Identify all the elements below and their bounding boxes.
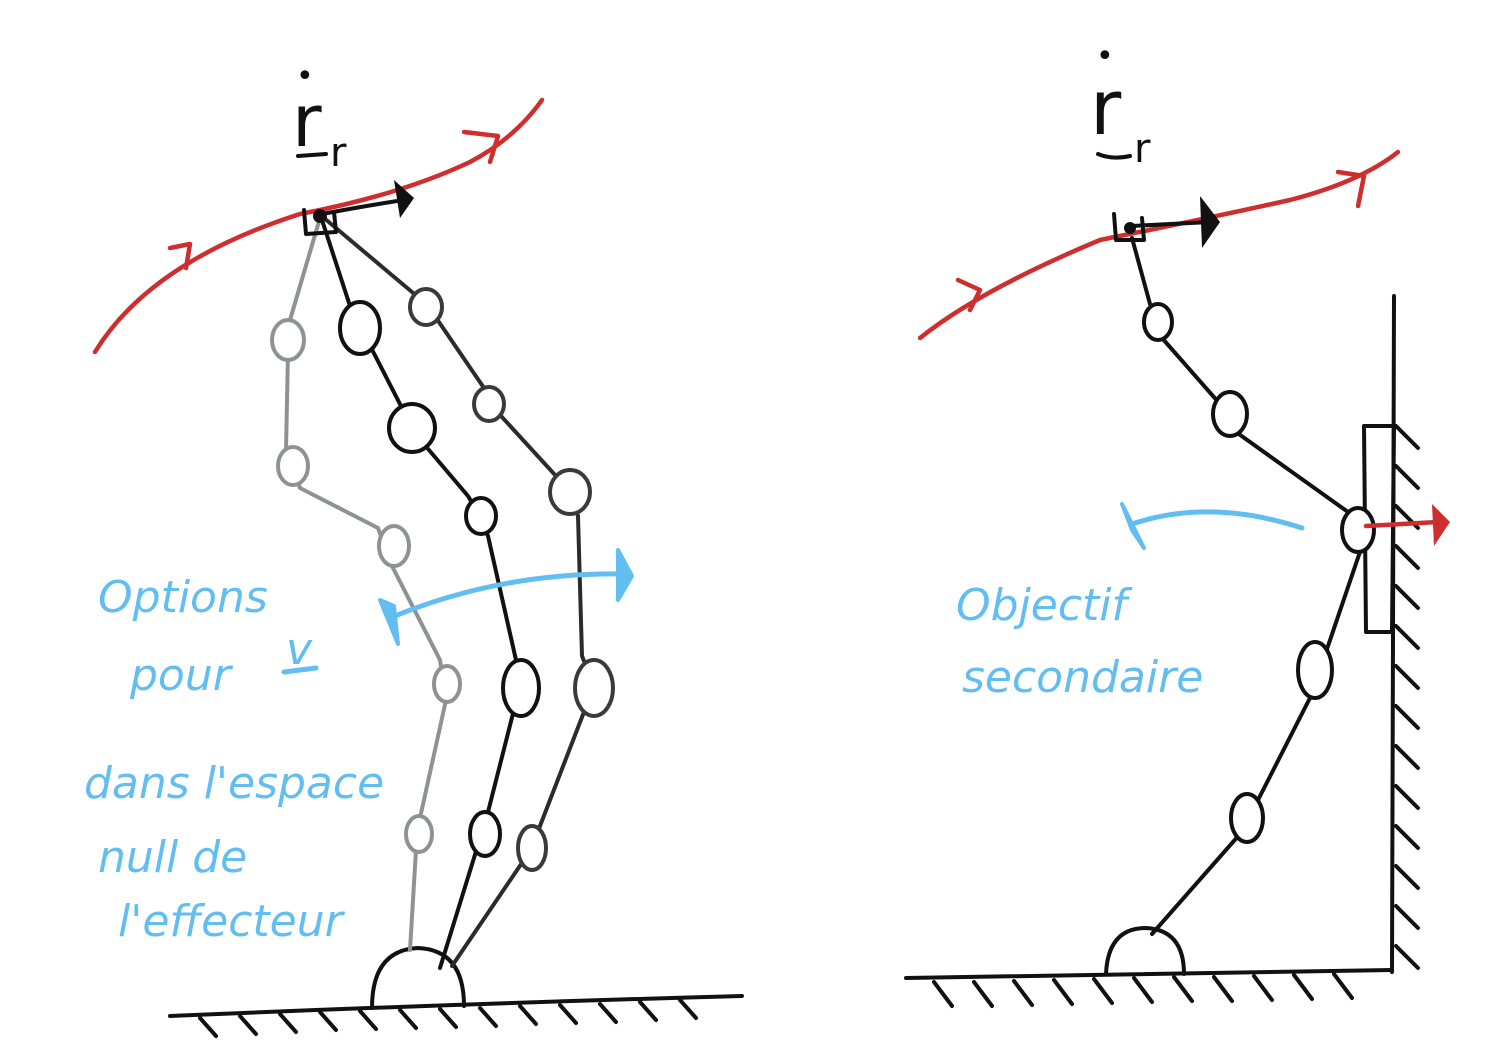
ghost-joint xyxy=(404,814,434,854)
right-wall xyxy=(1362,294,1420,974)
right-panel: • r r Objectif secondaire xyxy=(904,39,1450,1008)
velocity-arrowhead xyxy=(394,180,414,218)
annotation-line: l'effecteur xyxy=(118,896,346,947)
annotation-line: pour xyxy=(129,650,234,701)
left-robot-base xyxy=(370,946,466,1010)
arm-joint xyxy=(387,402,437,454)
arm-joint xyxy=(408,287,444,327)
left-end-effector xyxy=(302,180,414,236)
arm-joint xyxy=(472,385,506,423)
annotation-line: null de xyxy=(98,832,247,883)
left-null-space-arrow xyxy=(378,548,634,646)
arm-joint xyxy=(338,300,382,356)
left-ghost-arm xyxy=(270,216,462,952)
r-subscript: r xyxy=(330,130,347,176)
arm-joint xyxy=(548,468,592,516)
secondary-objective-arrow xyxy=(1120,502,1305,550)
right-ground xyxy=(904,968,1394,1008)
dot-symbol: • xyxy=(1096,39,1114,74)
ghost-joint xyxy=(432,664,462,704)
right-end-effector xyxy=(1112,196,1220,248)
arm-joint xyxy=(1142,302,1174,342)
ghost-joint xyxy=(377,524,411,568)
arm-joint xyxy=(1229,792,1265,844)
r-subscript: r xyxy=(1134,126,1151,172)
r-symbol: r xyxy=(1090,63,1122,152)
r-symbol: r xyxy=(292,79,322,163)
arm-joint xyxy=(573,658,615,718)
arm-joint xyxy=(464,496,498,536)
left-velocity-symbol: • r r xyxy=(292,59,347,176)
left-annotation: Options pour v dans l'espace null de l'e… xyxy=(84,572,384,947)
dot-symbol: • xyxy=(296,59,314,94)
left-panel: • r r Options pour v dans l'espace null … xyxy=(84,59,744,1038)
right-robot-base xyxy=(1104,926,1186,976)
right-robot-arm xyxy=(1130,236,1376,936)
arm-joint xyxy=(1296,640,1334,700)
arm-joint xyxy=(1340,506,1376,554)
right-annotation: Objectif secondaire xyxy=(956,580,1203,703)
ghost-joint xyxy=(276,445,310,487)
ghost-joint xyxy=(270,318,306,362)
contact-pad xyxy=(1362,424,1396,634)
wall-force-arrow xyxy=(1363,504,1450,546)
right-velocity-symbol: • r r xyxy=(1090,39,1151,172)
arm-joint xyxy=(501,658,541,718)
annotation-line: secondaire xyxy=(962,652,1203,703)
left-alternate-arm xyxy=(322,216,615,968)
arm-joint xyxy=(516,824,548,872)
annotation-line: dans l'espace xyxy=(84,758,384,809)
left-ground xyxy=(168,994,744,1038)
velocity-arrowhead xyxy=(1200,196,1220,248)
arm-joint xyxy=(1211,390,1249,438)
annotation-line: Options xyxy=(98,572,268,623)
left-primary-arm xyxy=(320,218,541,970)
annotation-line: Objectif xyxy=(956,580,1134,631)
left-trajectory-curve xyxy=(92,97,545,355)
arm-joint xyxy=(468,810,502,858)
